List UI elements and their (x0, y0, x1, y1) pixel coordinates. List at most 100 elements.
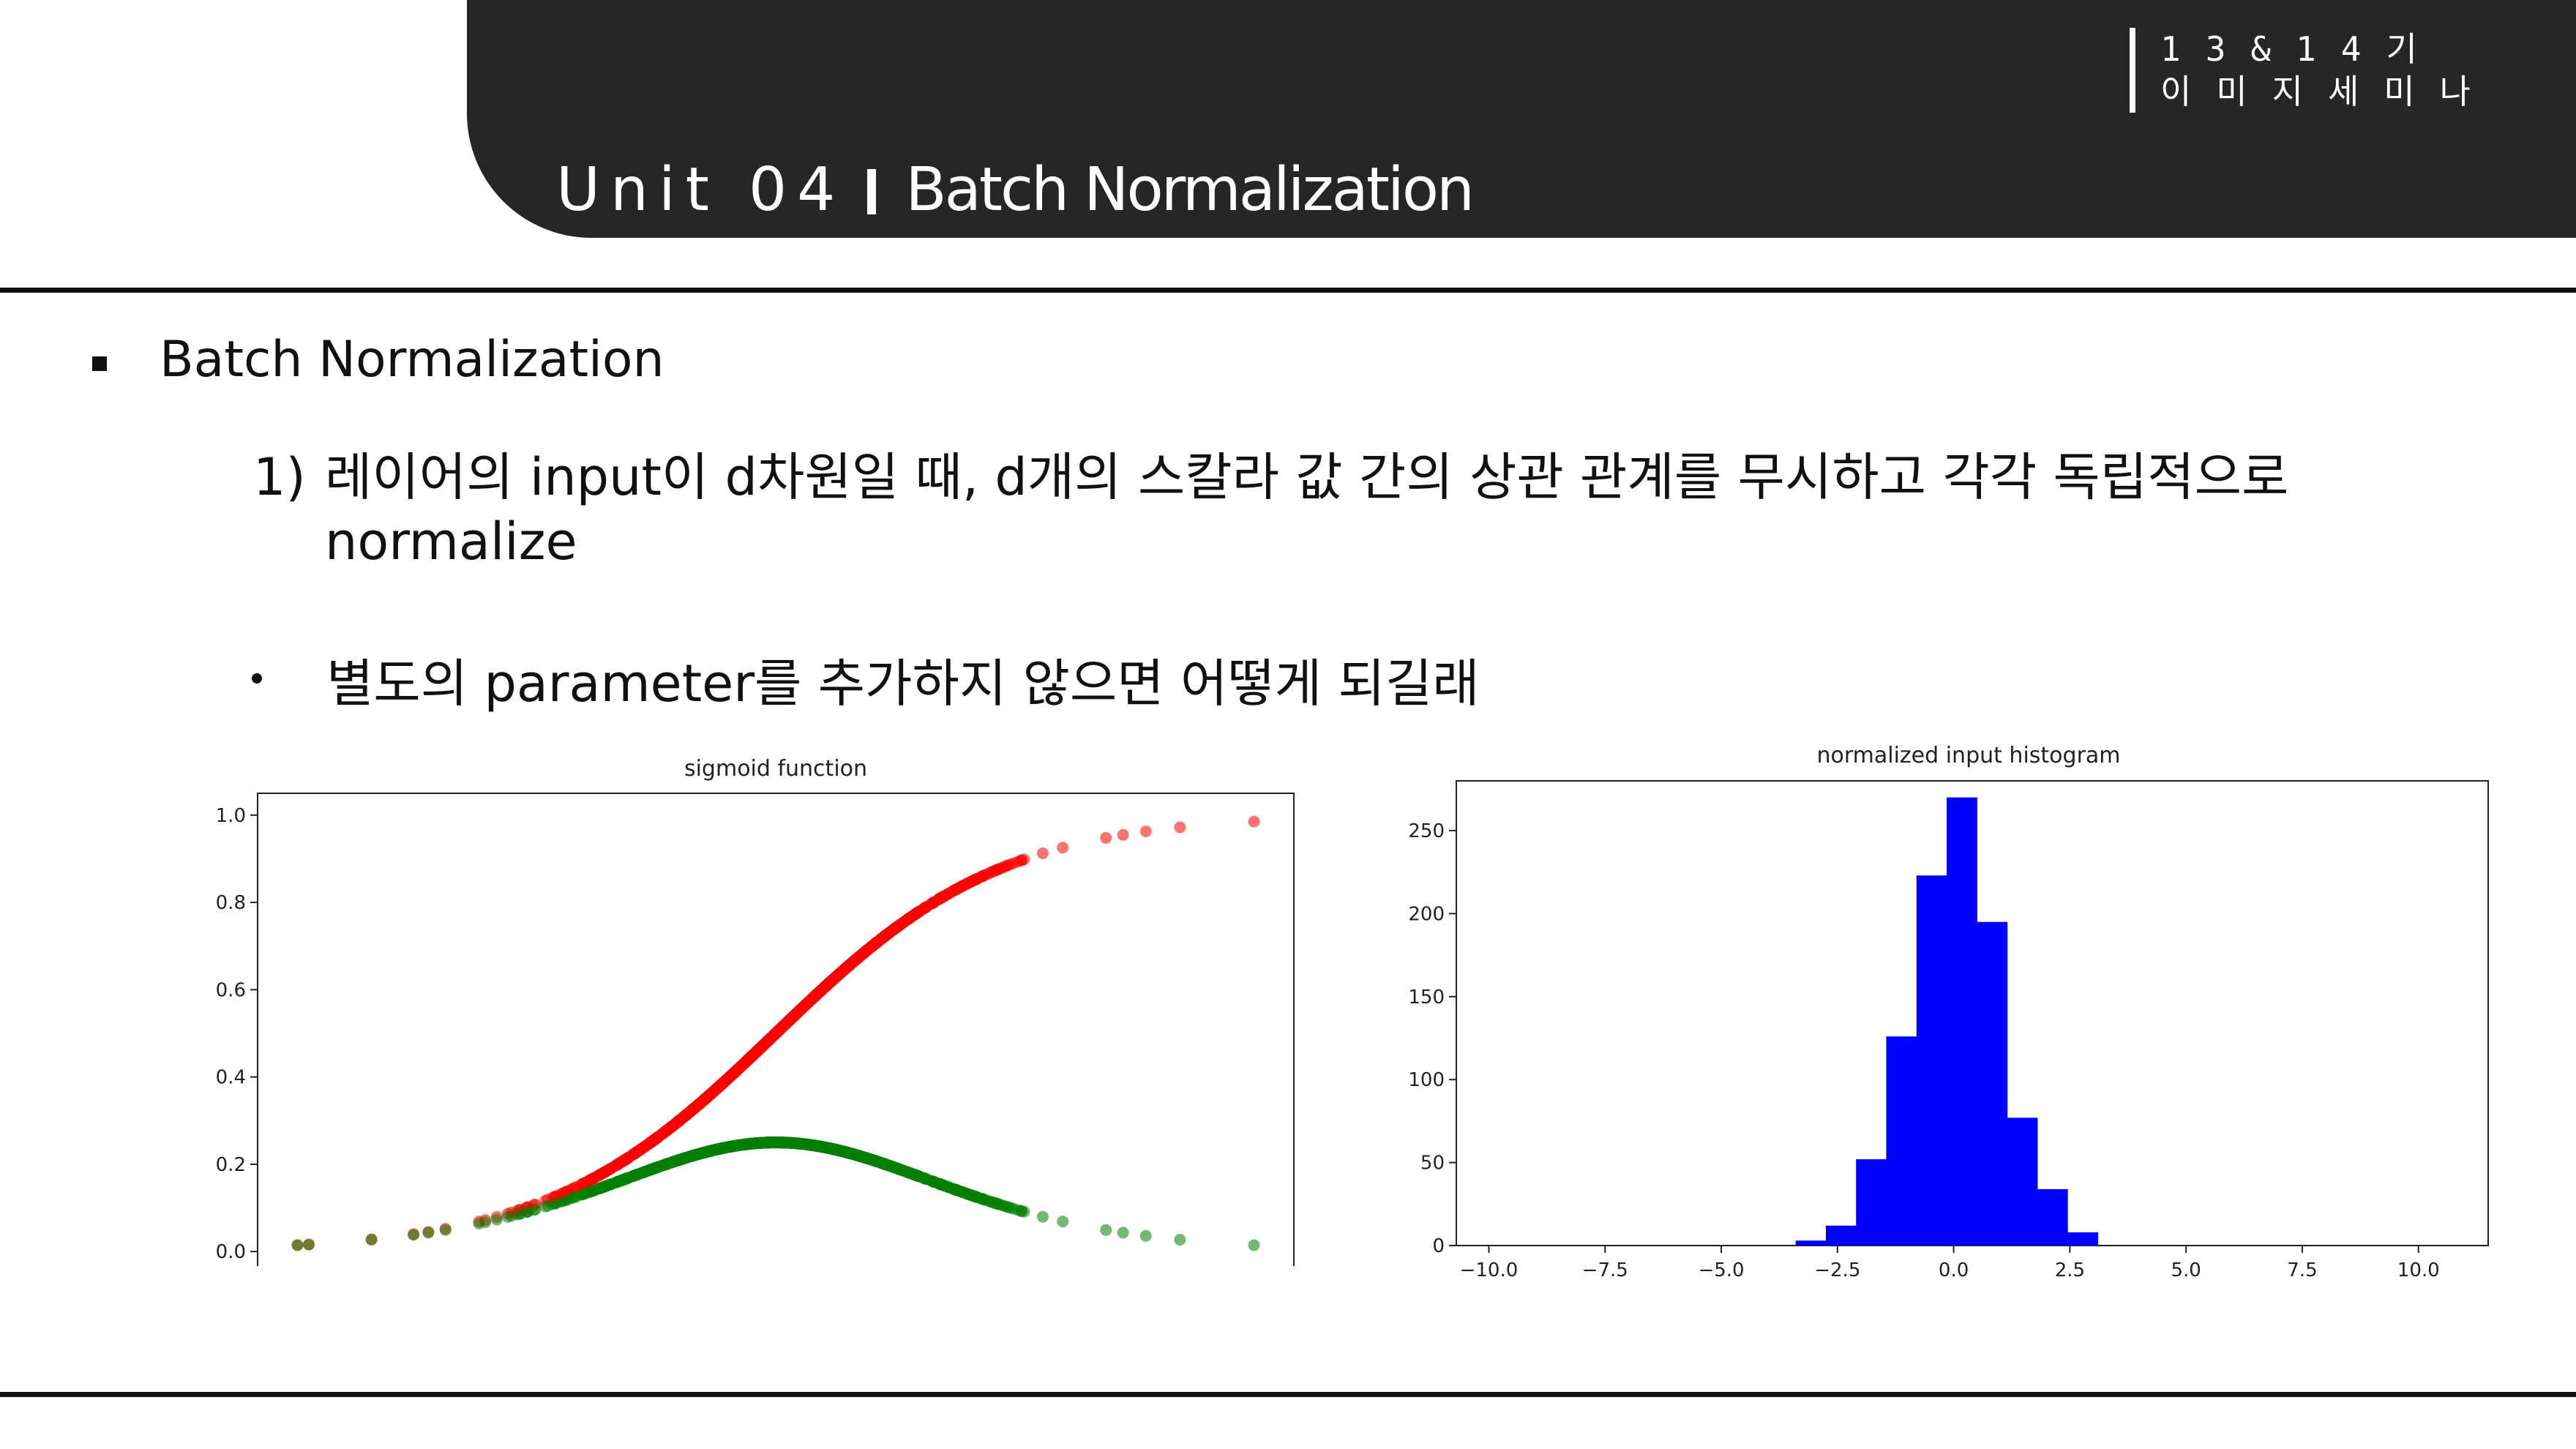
x-tick-label: −5.0 (1698, 1259, 1744, 1281)
histogram-bar (1916, 875, 1947, 1246)
sigmoid-point (583, 1175, 595, 1187)
derivative-point (968, 1190, 981, 1202)
y-tick-label: 0 (1432, 1235, 1445, 1257)
sigmoid-point (742, 1053, 755, 1066)
sigmoid-point (616, 1156, 629, 1168)
derivative-point (760, 1137, 773, 1149)
sigmoid-point (662, 1123, 675, 1135)
histogram-chart-title: normalized input histogram (1816, 743, 2120, 768)
y-tick-label: 250 (1408, 820, 1445, 842)
histogram-bar (1795, 1240, 1827, 1246)
point-1-text-line-1: 레이어의 input이 d차원일 때, d개의 스칼라 값 간의 상관 관계를 … (325, 447, 2289, 507)
sigmoid-point (571, 1180, 583, 1193)
derivative-point (662, 1157, 675, 1169)
x-tick-label: 10.0 (2397, 1259, 2440, 1281)
histogram-bar (1856, 1159, 1887, 1246)
sigmoid-point (1015, 854, 1027, 866)
y-tick-label: 150 (1408, 986, 1445, 1008)
sigmoid-point (697, 1094, 710, 1107)
derivative-point (571, 1190, 583, 1202)
derivative-point (529, 1203, 542, 1216)
title-separator (867, 169, 877, 214)
y-tick-label: 0.4 (216, 1067, 246, 1089)
sigmoid-point (1174, 821, 1186, 834)
sigmoid-point (821, 978, 834, 991)
histogram-chart: normalized input histogram 0 50 100 150 200 2… (1408, 743, 2489, 1281)
histogram-bar (2067, 1232, 2098, 1246)
x-tick-label: 5.0 (2171, 1259, 2201, 1281)
sigmoid-point (946, 885, 959, 897)
x-tick-label: 0.0 (1939, 1259, 1969, 1281)
derivative-point (795, 1138, 808, 1150)
sigmoid-point (717, 1077, 730, 1089)
sigmoid-point (750, 1046, 763, 1058)
point-2-text: 별도의 parameter를 추가하지 않으면 어떻게 되길래 (326, 654, 1480, 714)
sigmoid-point (905, 911, 917, 924)
histogram-bar (1977, 921, 2008, 1246)
histogram-bar (1947, 797, 1977, 1246)
x-tick-label: −2.5 (1814, 1259, 1860, 1281)
y-tick-label: 1.0 (216, 805, 246, 827)
histogram-bar (1886, 1036, 1917, 1246)
sigmoid-points (291, 815, 1260, 1251)
derivative-point (422, 1227, 435, 1239)
y-tick-label: 0.8 (216, 892, 246, 914)
section-heading: Batch Normalization (160, 331, 664, 389)
derivative-point (291, 1239, 304, 1251)
histogram-bars (1795, 797, 2098, 1246)
sigmoid-plot-frame (257, 793, 1295, 1266)
derivative-point (583, 1186, 595, 1199)
derivative-point (1057, 1216, 1069, 1228)
sigmoid-point (986, 865, 999, 877)
point-1-text-line-2: normalize (325, 512, 577, 572)
seminar-line-1: 13&14기 (2160, 29, 2442, 69)
x-tick-label: −7.5 (1582, 1259, 1628, 1281)
sigmoid-point (787, 1010, 800, 1022)
y-tick-label: 0.0 (216, 1241, 246, 1263)
sigmoid-point (841, 961, 853, 973)
derivative-point (1100, 1224, 1112, 1236)
derivative-point (616, 1174, 629, 1186)
sigmoid-point (604, 1163, 616, 1175)
derivative-point (1036, 1210, 1049, 1223)
derivative-point (1015, 1205, 1027, 1217)
sigmoid-point (675, 1113, 687, 1126)
sigmoid-point (1100, 831, 1112, 844)
point-1-number: 1) (253, 447, 306, 507)
x-tick-label: 7.5 (2287, 1259, 2317, 1281)
x-tick-label: −10.0 (1460, 1259, 1519, 1281)
derivative-point (1117, 1227, 1129, 1239)
derivative-point (479, 1216, 492, 1229)
sigmoid-point (649, 1133, 662, 1145)
top-divider (0, 288, 2576, 293)
seminar-label: 13&14기 이미지세미나 (2130, 28, 2496, 113)
header-banner (467, 0, 2576, 238)
unit-label: Unit 04 (556, 155, 846, 225)
x-tick-label: 2.5 (2055, 1259, 2085, 1281)
derivative-point (742, 1138, 755, 1150)
topic-label: Batch Normalization (905, 155, 1475, 225)
slide-title: Unit 04 Batch Normalization (556, 155, 1475, 225)
derivative-point (501, 1210, 514, 1223)
derivative-point (905, 1167, 917, 1180)
derivative-point (675, 1153, 687, 1166)
derivative-point (439, 1224, 452, 1236)
sigmoid-point (933, 893, 946, 905)
sigmoid-point (1057, 842, 1069, 854)
histogram-y-ticks: 0 50 100 150 200 250 (1408, 820, 1456, 1257)
derivative-point (831, 1144, 844, 1156)
sigmoid-chart: sigmoid function 0.0 0.2 0.4 0.6 0.8 1.0 (216, 756, 1295, 1266)
derivative-point (1248, 1239, 1260, 1251)
derivative-point (771, 1137, 784, 1149)
derivative-point (649, 1161, 662, 1174)
y-tick-label: 200 (1408, 903, 1445, 925)
derivative-point (1139, 1229, 1152, 1242)
derivative-point (717, 1142, 730, 1154)
sigmoid-y-ticks: 0.0 0.2 0.4 0.6 0.8 1.0 (216, 805, 258, 1263)
y-tick-label: 0.6 (216, 979, 246, 1001)
derivative-point (865, 1153, 877, 1166)
derivative-point (604, 1178, 616, 1191)
derivative-point (787, 1137, 800, 1149)
derivative-point (635, 1167, 648, 1179)
derivative-point (841, 1146, 853, 1158)
